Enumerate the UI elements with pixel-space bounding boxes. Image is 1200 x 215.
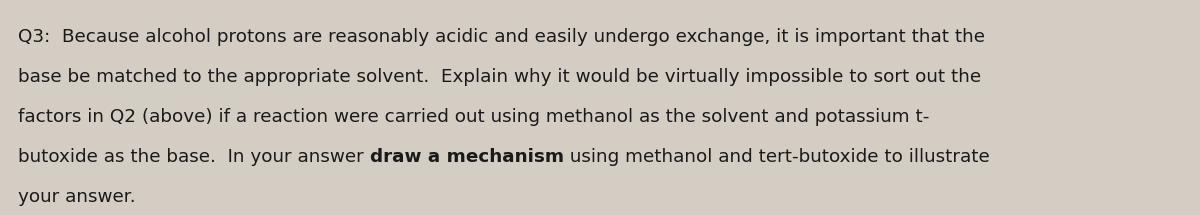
Text: butoxide as the base.  In your answer: butoxide as the base. In your answer (18, 148, 370, 166)
Text: draw a mechanism: draw a mechanism (370, 148, 564, 166)
Text: base be matched to the appropriate solvent.  Explain why it would be virtually i: base be matched to the appropriate solve… (18, 68, 982, 86)
Text: factors in Q2 (above) if a reaction were carried out using methanol as the solve: factors in Q2 (above) if a reaction were… (18, 108, 929, 126)
Text: using methanol and tert-butoxide to illustrate: using methanol and tert-butoxide to illu… (564, 148, 990, 166)
Text: your answer.: your answer. (18, 188, 136, 206)
Text: Q3:  Because alcohol protons are reasonably acidic and easily undergo exchange, : Q3: Because alcohol protons are reasonab… (18, 28, 985, 46)
